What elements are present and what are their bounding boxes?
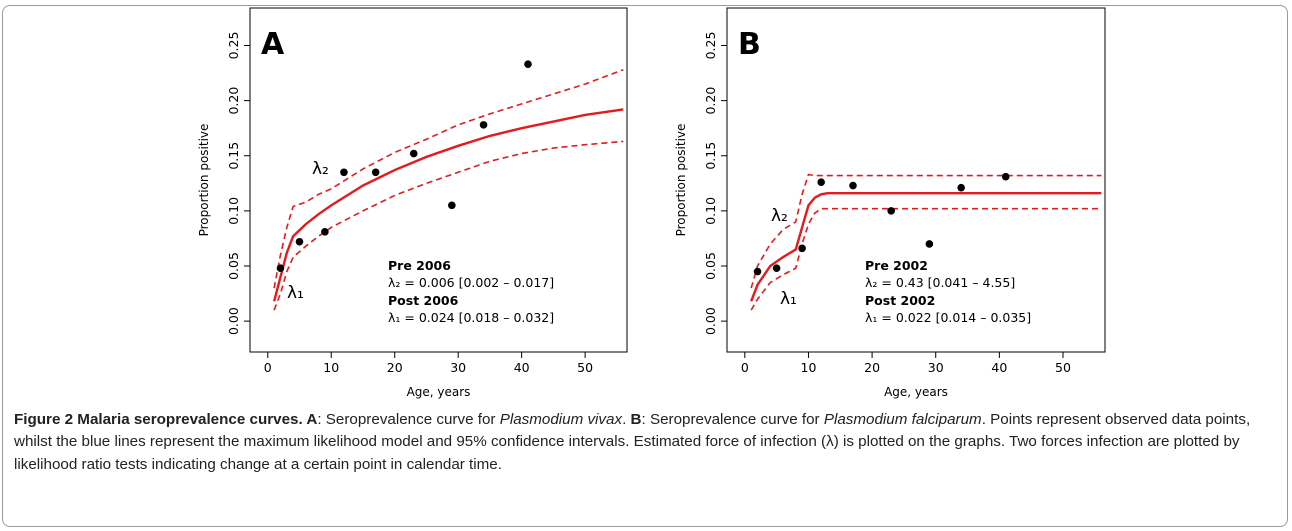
x-tick-label: 30 <box>928 360 944 375</box>
annotation: λ₂ <box>312 159 329 179</box>
caption: Figure 2 Malaria seroprevalence curves. … <box>14 409 1282 476</box>
x-tick-label: 30 <box>450 360 466 375</box>
y-tick-label: 0.05 <box>703 252 718 280</box>
plot-box <box>249 7 628 353</box>
charts: 0 10 20 30 40 50 0.00 0.05 0.10 0.15 0.20 0.25 Age, … <box>197 7 1106 399</box>
x-tick-label: 20 <box>864 360 880 375</box>
model-line <box>750 173 1102 289</box>
y-tick-label: 0.00 <box>226 307 241 335</box>
x-axis-label: Age, years <box>407 385 471 399</box>
caption-text: A <box>306 411 318 428</box>
data-point <box>1001 172 1010 181</box>
data-point <box>340 168 348 177</box>
caption-text: : Seroprevalence curve for <box>317 411 500 428</box>
model-line <box>273 140 624 311</box>
data-point <box>295 237 304 246</box>
annotation: λ₂ <box>771 206 788 226</box>
data-point <box>817 178 825 187</box>
y-tick-label: 0.25 <box>226 32 241 60</box>
y-tick-label: 0.00 <box>703 307 718 335</box>
annotation: λ₂ = 0.43 [0.041 – 4.55] <box>865 275 1015 290</box>
data-point <box>798 244 806 253</box>
y-axis-label: Proportion positive <box>674 124 688 237</box>
caption-text: : Seroprevalence curve for <box>641 411 824 428</box>
data-point <box>524 60 532 69</box>
data-point <box>448 201 456 210</box>
caption-text: Plasmodium falciparum <box>823 411 982 428</box>
x-tick-label: 50 <box>1055 360 1071 375</box>
y-tick-label: 0.20 <box>703 87 718 115</box>
y-axis-label: Proportion positive <box>197 124 211 237</box>
x-tick-label: 50 <box>577 360 593 375</box>
x-tick-label: 20 <box>387 360 403 375</box>
panel-label: B <box>738 27 761 62</box>
data-point <box>887 207 895 215</box>
annotation: λ₁ <box>287 283 304 303</box>
annotation: Post 2006 <box>388 293 459 308</box>
caption-text: Plasmodium vivax <box>499 411 623 428</box>
annotation: λ₂ = 0.006 [0.002 – 0.017] <box>388 275 554 290</box>
y-tick-label: 0.05 <box>226 252 241 280</box>
y-tick-label: 0.25 <box>703 32 718 60</box>
annotation: λ₁ = 0.024 [0.018 – 0.032] <box>388 310 554 325</box>
data-point <box>925 240 934 248</box>
y-tick-label: 0.10 <box>703 197 718 225</box>
x-tick-label: 40 <box>514 360 530 375</box>
x-tick-label: 10 <box>801 360 817 375</box>
data-point <box>276 264 285 273</box>
data-point <box>772 264 781 273</box>
annotation: λ₁ = 0.022 [0.014 – 0.035] <box>865 310 1031 325</box>
y-tick-label: 0.15 <box>226 142 241 170</box>
model-line <box>273 68 624 289</box>
figure-frame <box>2 5 1288 527</box>
model-line <box>272 108 624 302</box>
data-point <box>321 228 329 236</box>
x-tick-label: 0 <box>264 360 272 375</box>
model-line <box>750 192 1102 302</box>
annotation: Pre 2002 <box>865 258 928 273</box>
caption-text: . Points represent observed data points,… <box>14 411 1251 473</box>
y-tick-label: 0.20 <box>226 87 241 115</box>
y-tick-label: 0.15 <box>703 142 718 170</box>
annotation: λ₁ <box>780 289 797 309</box>
annotation: Post 2002 <box>865 293 935 308</box>
data-point <box>957 183 965 192</box>
y-tick-label: 0.10 <box>226 197 241 225</box>
caption-text: Figure 2 Malaria seroprevalence curves. <box>14 411 307 428</box>
annotation: Pre 2006 <box>388 258 451 273</box>
x-tick-label: 10 <box>323 360 339 375</box>
data-point <box>753 267 762 276</box>
x-tick-label: 40 <box>991 360 1007 375</box>
data-point <box>409 149 418 158</box>
data-point <box>371 168 380 177</box>
caption-text: B <box>630 411 642 428</box>
panel-label: A <box>261 27 285 62</box>
data-point <box>479 121 488 129</box>
model-line <box>750 207 1102 311</box>
x-axis-label: Age, years <box>884 385 948 399</box>
data-point <box>849 181 857 190</box>
plot-box <box>726 7 1106 353</box>
x-tick-label: 0 <box>741 360 749 375</box>
caption-text: . <box>622 411 631 428</box>
